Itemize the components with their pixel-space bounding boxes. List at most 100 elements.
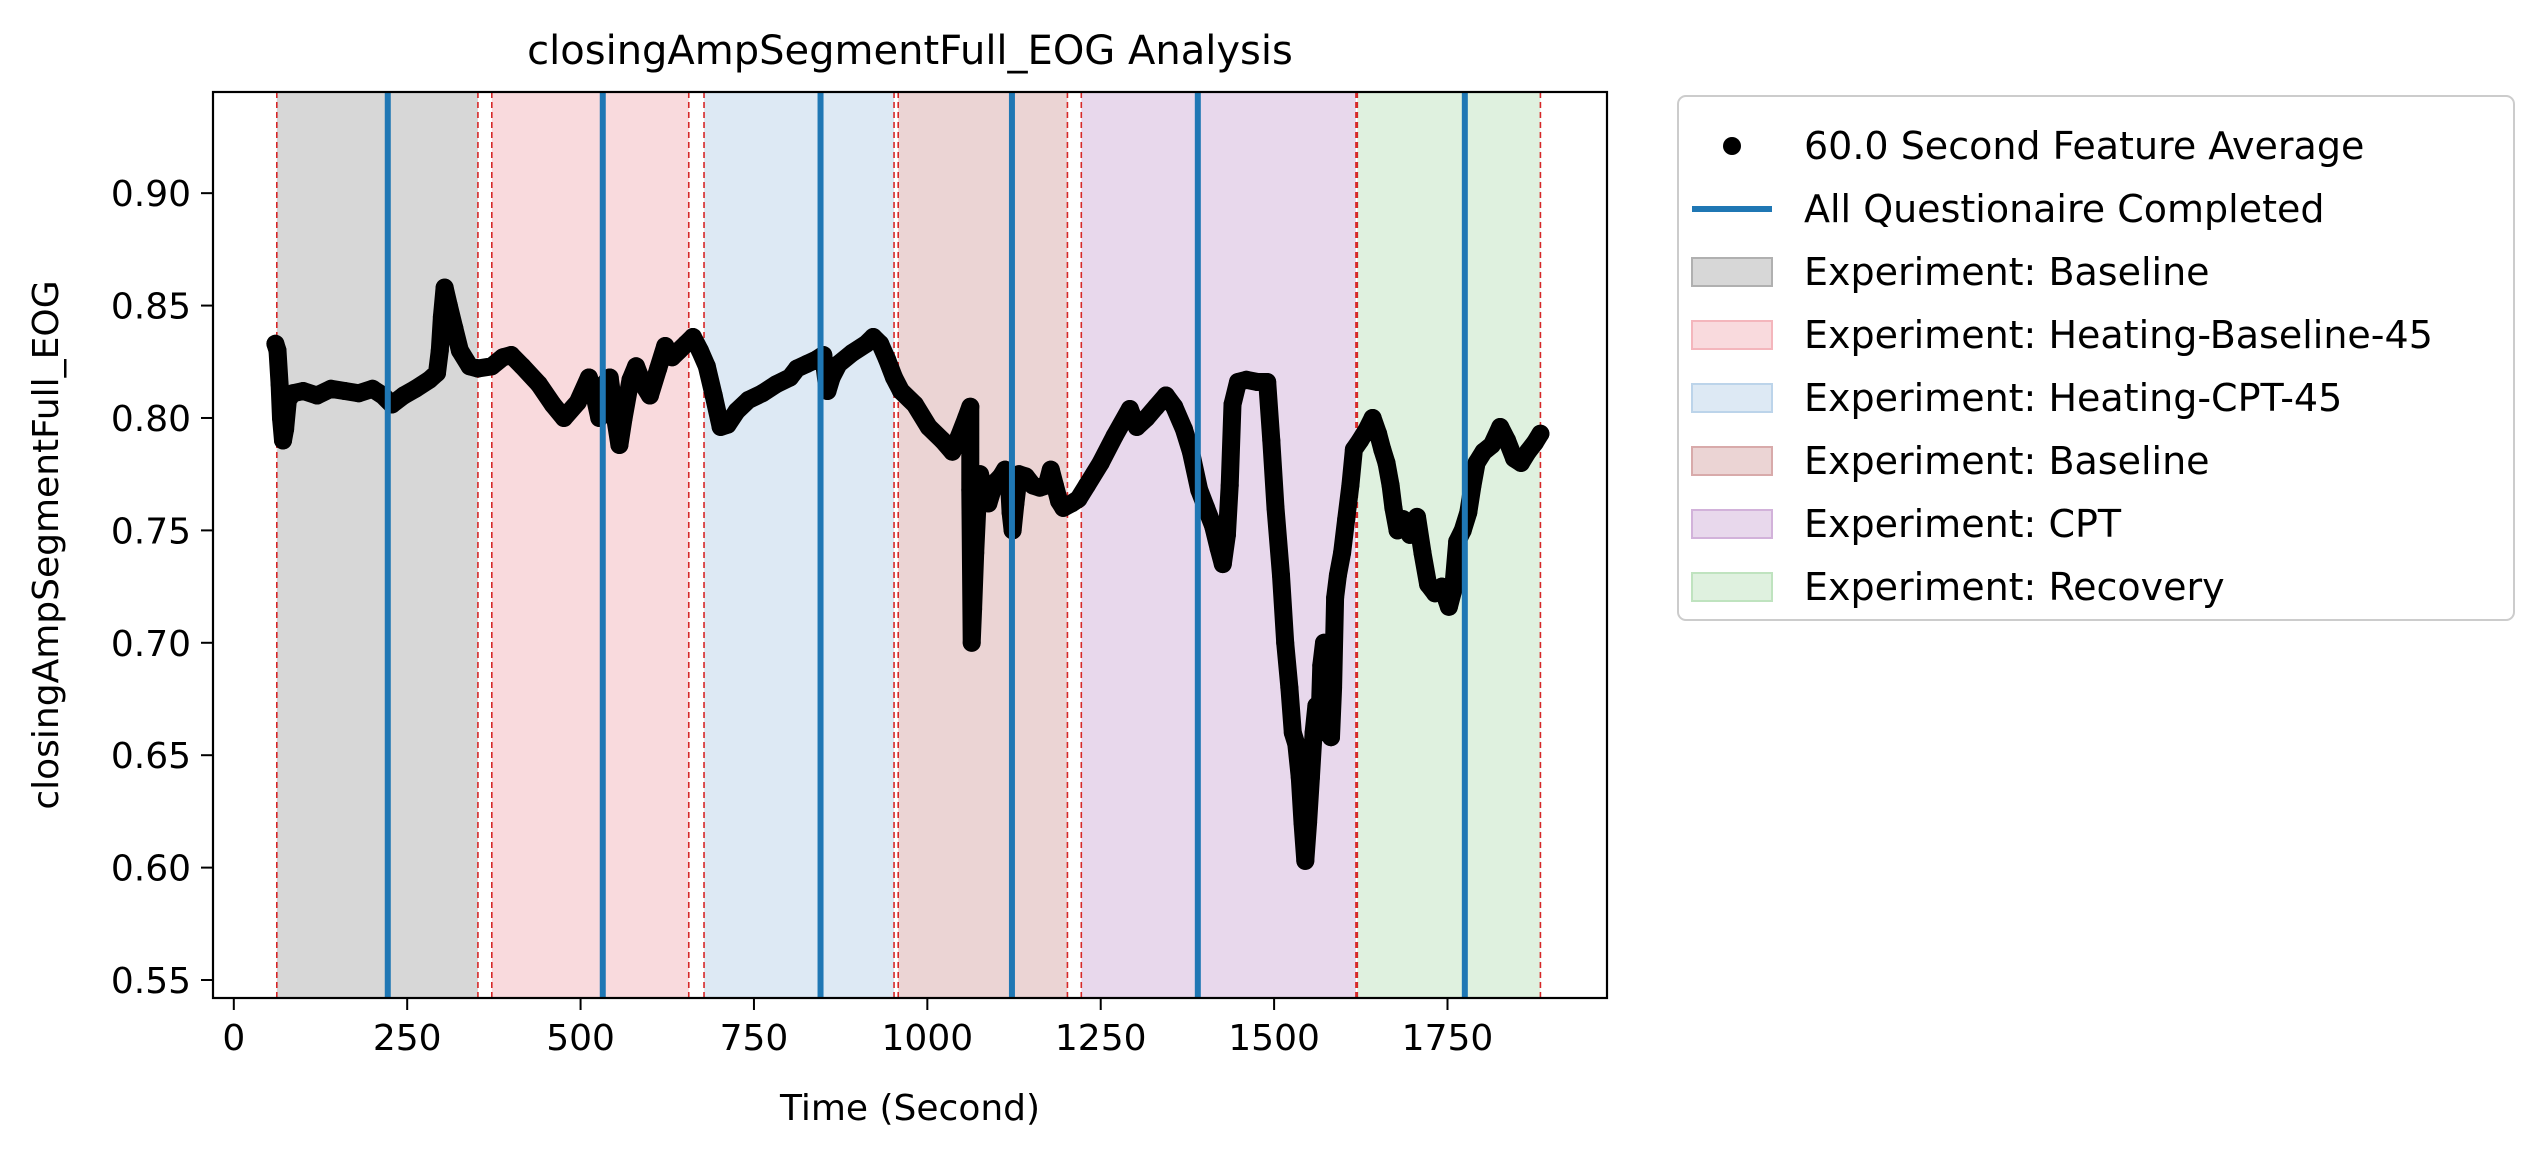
data-point-76 bbox=[885, 368, 904, 387]
data-point-32 bbox=[529, 375, 548, 394]
data-point-164 bbox=[1363, 408, 1382, 427]
plot-frame bbox=[211, 90, 1609, 1000]
legend-patch-icon-4 bbox=[1691, 383, 1773, 413]
data-point-144 bbox=[1296, 851, 1315, 870]
y-tick-label-7: 0.90 bbox=[111, 174, 191, 215]
data-point-124 bbox=[1197, 498, 1216, 517]
data-point-85 bbox=[961, 480, 980, 499]
region-0 bbox=[276, 92, 478, 998]
x-tick-label-4: 1000 bbox=[882, 1018, 974, 1059]
data-point-56 bbox=[704, 386, 723, 405]
data-point-33 bbox=[543, 395, 562, 414]
data-point-30 bbox=[502, 346, 521, 365]
data-point-128 bbox=[1217, 525, 1236, 544]
data-point-24 bbox=[445, 319, 464, 338]
y-tick-label-3: 0.70 bbox=[111, 624, 191, 665]
data-point-112 bbox=[1077, 476, 1096, 495]
data-point-157 bbox=[1328, 566, 1347, 585]
legend-patch-icon-2 bbox=[1691, 257, 1773, 287]
data-point-136 bbox=[1266, 498, 1285, 517]
data-point-45 bbox=[627, 357, 646, 376]
data-point-160 bbox=[1341, 476, 1360, 495]
data-point-59 bbox=[727, 402, 746, 421]
data-point-54 bbox=[690, 341, 709, 360]
data-point-167 bbox=[1377, 453, 1396, 472]
legend-label-3: Experiment: Heating-Baseline-45 bbox=[1804, 313, 2433, 357]
y-tick-label-2: 0.65 bbox=[111, 736, 191, 777]
data-point-183 bbox=[1463, 476, 1482, 495]
data-point-55 bbox=[697, 357, 716, 376]
x-axis-ticks: 0 250 500 750 1000 1250 1500 1750 bbox=[222, 998, 1493, 1059]
data-point-34 bbox=[554, 408, 573, 427]
y-tick-label-4: 0.75 bbox=[111, 511, 191, 552]
data-point-187 bbox=[1491, 417, 1510, 436]
legend-label-5: Experiment: Baseline bbox=[1804, 439, 2210, 483]
data-point-151 bbox=[1315, 633, 1334, 652]
x-axis-label: Time (Second) bbox=[779, 1088, 1040, 1129]
data-point-106 bbox=[1041, 460, 1060, 479]
data-point-12 bbox=[349, 384, 368, 403]
data-point-153 bbox=[1320, 701, 1339, 720]
legend-patch-icon-6 bbox=[1691, 509, 1773, 539]
data-point-53 bbox=[683, 328, 702, 347]
region-2 bbox=[704, 92, 895, 998]
legend-label-7: Experiment: Recovery bbox=[1804, 565, 2225, 609]
data-point-135 bbox=[1262, 431, 1281, 450]
data-point-88 bbox=[966, 543, 985, 562]
data-point-127 bbox=[1213, 555, 1232, 574]
data-point-174 bbox=[1413, 543, 1432, 562]
data-point-193 bbox=[1531, 424, 1550, 443]
data-point-1 bbox=[268, 341, 287, 360]
data-point-79 bbox=[919, 417, 938, 436]
data-point-48 bbox=[649, 359, 668, 378]
data-point-10 bbox=[321, 379, 340, 398]
data-point-31 bbox=[513, 357, 532, 376]
y-tick-label-5: 0.80 bbox=[111, 399, 191, 440]
questionnaire-lines bbox=[384, 92, 1468, 998]
data-point-107 bbox=[1045, 476, 1064, 495]
data-point-78 bbox=[905, 395, 924, 414]
data-point-22 bbox=[435, 278, 454, 297]
data-point-36 bbox=[579, 368, 598, 387]
data-point-11 bbox=[335, 382, 354, 401]
x-tick-label-2: 500 bbox=[546, 1018, 615, 1059]
legend-marker-icon bbox=[1723, 137, 1741, 155]
data-point-114 bbox=[1105, 426, 1124, 445]
y-axis-ticks: 0.55 0.60 0.65 0.70 0.75 0.80 0.85 0.90 bbox=[111, 174, 213, 1002]
data-point-43 bbox=[614, 408, 633, 427]
data-point-159 bbox=[1337, 510, 1356, 529]
data-point-158 bbox=[1333, 543, 1352, 562]
data-point-173 bbox=[1407, 507, 1426, 526]
legend-patch-icon-7 bbox=[1691, 572, 1773, 602]
x-tick-label-1: 250 bbox=[373, 1018, 442, 1059]
legend-label-1: All Questionaire Completed bbox=[1804, 187, 2325, 231]
data-point-154 bbox=[1321, 728, 1340, 747]
data-point-134 bbox=[1258, 373, 1277, 392]
data-point-87 bbox=[964, 600, 983, 619]
data-point-86 bbox=[962, 633, 981, 652]
data-point-146 bbox=[1301, 768, 1320, 787]
chart-legend: 60.0 Second Feature Average All Questiona… bbox=[1677, 95, 2515, 621]
data-point-179 bbox=[1444, 582, 1463, 601]
data-point-111 bbox=[1069, 489, 1088, 508]
data-point-115 bbox=[1120, 399, 1139, 418]
data-point-129 bbox=[1220, 476, 1239, 495]
data-point-9 bbox=[308, 386, 327, 405]
data-point-120 bbox=[1165, 397, 1184, 416]
y-tick-label-6: 0.85 bbox=[111, 287, 191, 328]
chart-title: closingAmpSegmentFull_EOG Analysis bbox=[527, 28, 1293, 74]
data-point-82 bbox=[950, 426, 969, 445]
legend-box bbox=[1677, 95, 2515, 621]
legend-label-0: 60.0 Second Feature Average bbox=[1804, 124, 2364, 168]
legend-patch-icon-5 bbox=[1691, 446, 1773, 476]
data-point-20 bbox=[430, 341, 449, 360]
data-point-145 bbox=[1299, 813, 1318, 832]
data-point-27 bbox=[468, 359, 487, 378]
data-point-178 bbox=[1439, 597, 1458, 616]
data-point-2 bbox=[270, 375, 289, 394]
data-point-165 bbox=[1369, 424, 1388, 443]
data-point-70 bbox=[829, 355, 848, 374]
data-point-121 bbox=[1174, 420, 1193, 439]
data-point-60 bbox=[739, 390, 758, 409]
